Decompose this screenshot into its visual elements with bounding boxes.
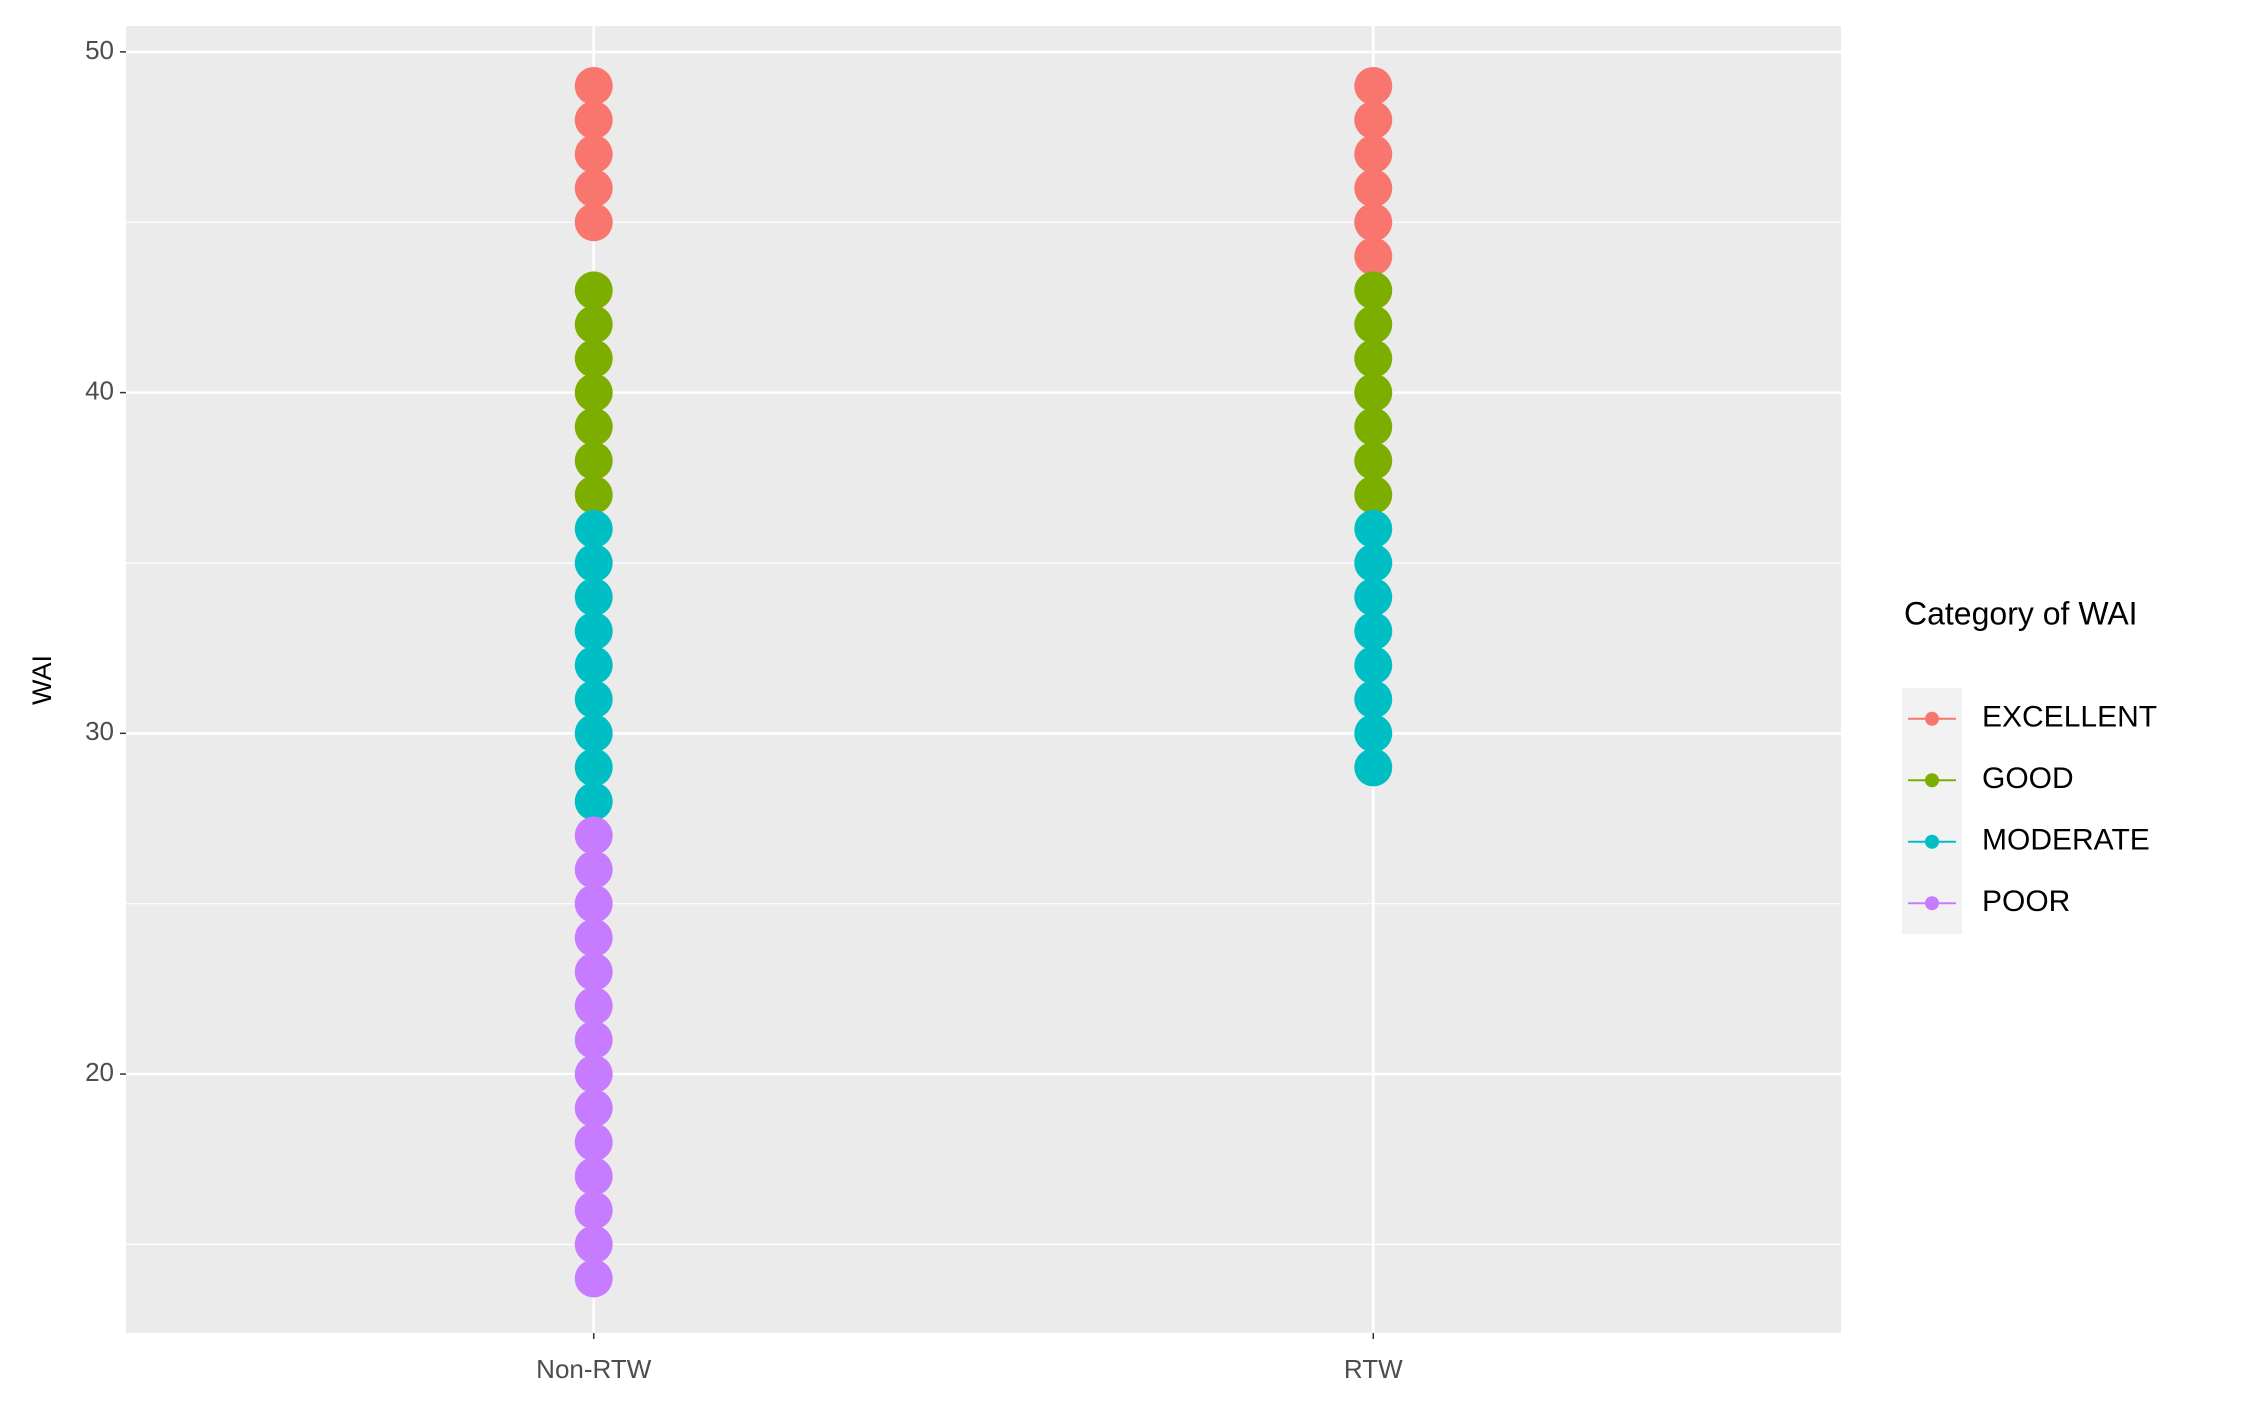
- y-tick-label: 40: [85, 375, 114, 405]
- y-tick-label: 30: [85, 716, 114, 746]
- point: [1354, 646, 1393, 685]
- point: [574, 1055, 613, 1094]
- legend-key-background: [1902, 688, 1962, 934]
- point: [574, 203, 613, 242]
- point: [1354, 373, 1393, 412]
- point: [1354, 475, 1393, 514]
- point: [574, 986, 613, 1025]
- point: [574, 135, 613, 174]
- y-tick-label: 20: [85, 1057, 114, 1087]
- point: [574, 475, 613, 514]
- point: [1354, 578, 1393, 617]
- point: [574, 578, 613, 617]
- legend-label: MODERATE: [1982, 824, 2150, 857]
- point: [574, 782, 613, 821]
- point: [574, 373, 613, 412]
- y-axis-title: WAI: [27, 655, 57, 705]
- point: [1354, 612, 1393, 651]
- point: [574, 918, 613, 957]
- panel: [126, 26, 1841, 1333]
- point: [574, 441, 613, 480]
- point: [574, 646, 613, 685]
- point: [574, 680, 613, 719]
- point: [1354, 543, 1393, 582]
- point: [574, 543, 613, 582]
- point: [1354, 339, 1393, 378]
- point: [574, 169, 613, 208]
- point: [574, 305, 613, 344]
- legend-label: EXCELLENT: [1982, 701, 2157, 734]
- point: [574, 407, 613, 446]
- point: [574, 952, 613, 991]
- point: [1354, 509, 1393, 548]
- x-tick-label: RTW: [1344, 1354, 1403, 1384]
- legend-key-point: [1925, 896, 1939, 911]
- point: [574, 101, 613, 140]
- x-tick-label: Non-RTW: [536, 1354, 652, 1384]
- point: [1354, 101, 1393, 140]
- point: [574, 1020, 613, 1059]
- point: [1354, 271, 1393, 310]
- point: [1354, 441, 1393, 480]
- point: [574, 1123, 613, 1162]
- point: [1354, 135, 1393, 174]
- legend-key-point: [1925, 834, 1939, 849]
- point: [574, 1259, 613, 1298]
- point: [1354, 169, 1393, 208]
- point: [574, 1225, 613, 1264]
- point: [1354, 407, 1393, 446]
- legend-label: POOR: [1982, 885, 2070, 918]
- legend-key-point: [1925, 711, 1939, 726]
- point: [1354, 237, 1393, 276]
- point: [574, 850, 613, 889]
- legend-key-point: [1925, 773, 1939, 788]
- point: [574, 1089, 613, 1128]
- point: [574, 271, 613, 310]
- point: [574, 612, 613, 651]
- point: [574, 884, 613, 923]
- point: [1354, 305, 1393, 344]
- point: [574, 1191, 613, 1230]
- y-tick-label: 50: [85, 35, 114, 65]
- point: [1354, 680, 1393, 719]
- legend-label: GOOD: [1982, 762, 2074, 795]
- point: [574, 509, 613, 548]
- point: [574, 714, 613, 753]
- legend-title: Category of WAI: [1904, 595, 2138, 631]
- point: [1354, 714, 1393, 753]
- point: [574, 1157, 613, 1196]
- point: [574, 66, 613, 105]
- point: [574, 339, 613, 378]
- point: [1354, 203, 1393, 242]
- point: [1354, 748, 1393, 787]
- point: [1354, 66, 1393, 105]
- point: [574, 816, 613, 855]
- point: [574, 748, 613, 787]
